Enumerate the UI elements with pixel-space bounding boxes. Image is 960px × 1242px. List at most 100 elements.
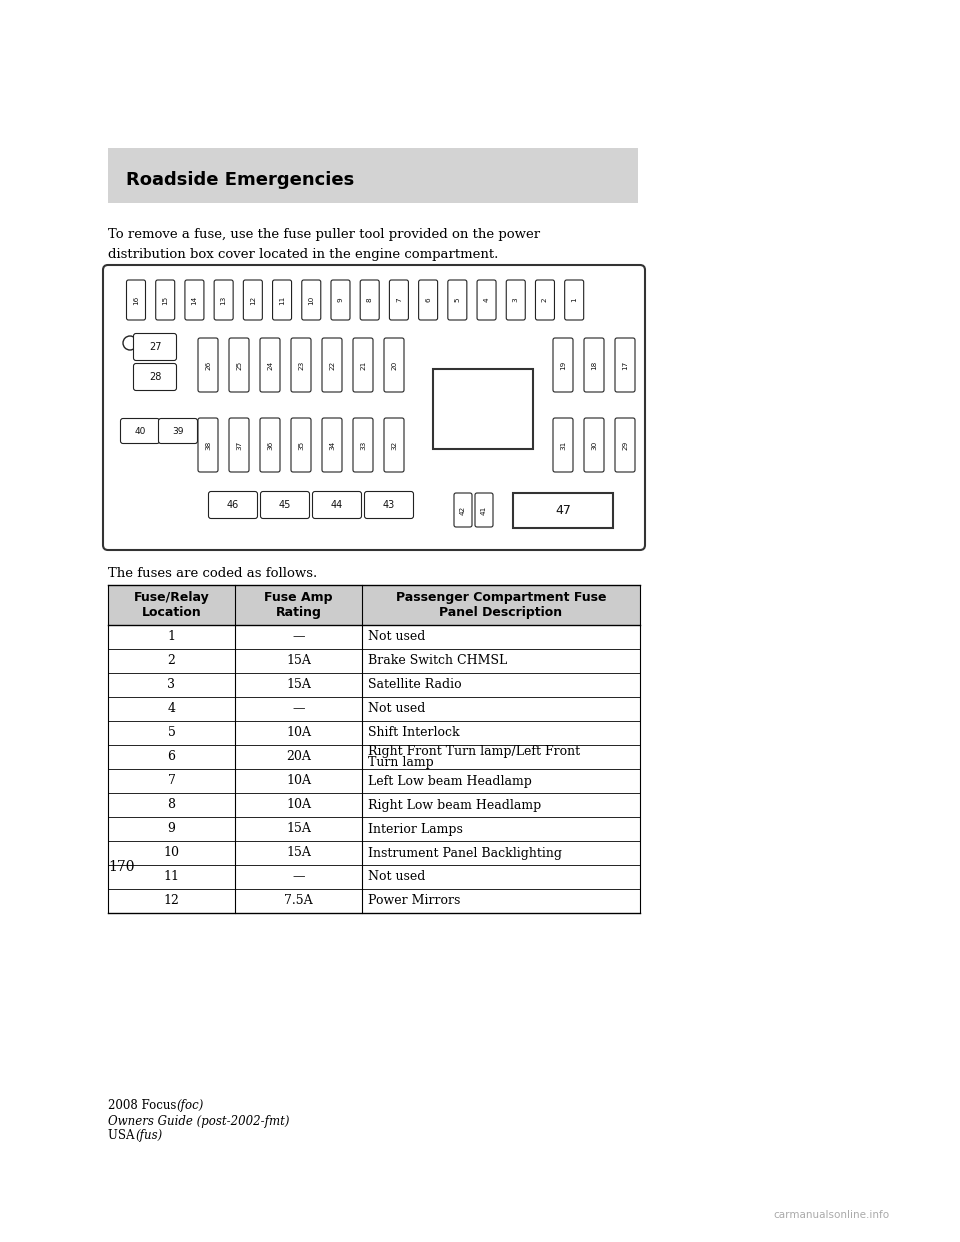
Text: 2: 2: [542, 298, 548, 302]
Text: 17: 17: [622, 360, 628, 370]
Text: 11: 11: [163, 871, 180, 883]
Text: 15: 15: [162, 296, 168, 304]
FancyBboxPatch shape: [615, 419, 635, 472]
Text: 10: 10: [163, 847, 180, 859]
Text: 15A: 15A: [286, 847, 311, 859]
Text: Not used: Not used: [368, 871, 425, 883]
FancyBboxPatch shape: [185, 279, 204, 320]
Text: 26: 26: [205, 360, 211, 370]
FancyBboxPatch shape: [353, 338, 373, 392]
Text: 41: 41: [481, 505, 487, 514]
FancyBboxPatch shape: [229, 419, 249, 472]
Text: 1: 1: [571, 298, 577, 302]
FancyBboxPatch shape: [564, 279, 584, 320]
FancyBboxPatch shape: [447, 279, 467, 320]
FancyBboxPatch shape: [313, 492, 362, 518]
FancyBboxPatch shape: [260, 338, 280, 392]
FancyBboxPatch shape: [301, 279, 321, 320]
Text: Passenger Compartment Fuse
Panel Description: Passenger Compartment Fuse Panel Descrip…: [396, 591, 607, 619]
FancyBboxPatch shape: [133, 334, 177, 360]
FancyBboxPatch shape: [360, 279, 379, 320]
Text: 32: 32: [391, 441, 397, 450]
Text: Owners Guide (post-2002-fmt): Owners Guide (post-2002-fmt): [108, 1115, 290, 1128]
FancyBboxPatch shape: [260, 419, 280, 472]
FancyBboxPatch shape: [229, 338, 249, 392]
Text: Satellite Radio: Satellite Radio: [368, 678, 462, 692]
Text: 13: 13: [221, 296, 227, 304]
Text: 3: 3: [167, 678, 176, 692]
FancyBboxPatch shape: [243, 279, 262, 320]
Text: distribution box cover located in the engine compartment.: distribution box cover located in the en…: [108, 248, 498, 261]
Text: 34: 34: [329, 441, 335, 450]
FancyBboxPatch shape: [133, 364, 177, 390]
Text: Roadside Emergencies: Roadside Emergencies: [126, 171, 354, 189]
Text: Not used: Not used: [368, 631, 425, 643]
Text: 12: 12: [163, 894, 180, 908]
Text: Right Low beam Headlamp: Right Low beam Headlamp: [368, 799, 541, 811]
Text: 7.5A: 7.5A: [284, 894, 313, 908]
FancyBboxPatch shape: [419, 279, 438, 320]
FancyBboxPatch shape: [553, 338, 573, 392]
FancyBboxPatch shape: [198, 419, 218, 472]
Text: Power Mirrors: Power Mirrors: [368, 894, 461, 908]
Text: 46: 46: [227, 501, 239, 510]
FancyBboxPatch shape: [322, 419, 342, 472]
Bar: [513, 493, 613, 528]
FancyBboxPatch shape: [158, 419, 198, 443]
Text: 16: 16: [133, 296, 139, 304]
Text: USA: USA: [108, 1129, 138, 1141]
Text: 35: 35: [298, 441, 304, 450]
Text: 15A: 15A: [286, 678, 311, 692]
Text: 5: 5: [454, 298, 461, 302]
Text: Right Front Turn lamp/Left Front: Right Front Turn lamp/Left Front: [368, 745, 580, 758]
FancyBboxPatch shape: [103, 265, 645, 550]
Text: Instrument Panel Backlighting: Instrument Panel Backlighting: [368, 847, 562, 859]
Text: Left Low beam Headlamp: Left Low beam Headlamp: [368, 775, 532, 787]
FancyBboxPatch shape: [615, 338, 635, 392]
Text: 47: 47: [555, 503, 571, 517]
Text: Turn lamp: Turn lamp: [368, 756, 434, 769]
FancyBboxPatch shape: [506, 279, 525, 320]
FancyBboxPatch shape: [208, 492, 257, 518]
Text: 7: 7: [396, 298, 402, 302]
FancyBboxPatch shape: [291, 338, 311, 392]
Text: 10A: 10A: [286, 775, 311, 787]
FancyBboxPatch shape: [384, 419, 404, 472]
Text: 27: 27: [149, 342, 161, 351]
FancyBboxPatch shape: [584, 419, 604, 472]
Text: 9: 9: [338, 298, 344, 302]
Text: 37: 37: [236, 441, 242, 450]
Text: 23: 23: [298, 360, 304, 370]
Text: 15A: 15A: [286, 655, 311, 667]
Text: carmanualsonline.info: carmanualsonline.info: [774, 1210, 890, 1220]
Text: —: —: [292, 631, 304, 643]
FancyBboxPatch shape: [198, 338, 218, 392]
FancyBboxPatch shape: [273, 279, 292, 320]
Text: 2008 Focus: 2008 Focus: [108, 1099, 180, 1112]
FancyBboxPatch shape: [365, 492, 414, 518]
Text: 4: 4: [167, 703, 176, 715]
Text: (foc): (foc): [176, 1099, 204, 1112]
Text: 31: 31: [560, 441, 566, 450]
Text: (fus): (fus): [135, 1129, 162, 1141]
Text: 2: 2: [168, 655, 176, 667]
Text: 43: 43: [383, 501, 396, 510]
FancyBboxPatch shape: [322, 338, 342, 392]
Text: 8: 8: [367, 298, 372, 302]
Text: 5: 5: [168, 727, 176, 739]
Text: 40: 40: [134, 426, 146, 436]
FancyBboxPatch shape: [214, 279, 233, 320]
Bar: [108, 585, 640, 625]
FancyBboxPatch shape: [331, 279, 350, 320]
Text: 30: 30: [591, 441, 597, 450]
FancyBboxPatch shape: [156, 279, 175, 320]
FancyBboxPatch shape: [291, 419, 311, 472]
Text: To remove a fuse, use the fuse puller tool provided on the power: To remove a fuse, use the fuse puller to…: [108, 229, 540, 241]
Text: 7: 7: [168, 775, 176, 787]
Bar: [433, 369, 533, 448]
Text: 11: 11: [279, 296, 285, 304]
FancyBboxPatch shape: [454, 493, 472, 527]
Text: 38: 38: [205, 441, 211, 450]
Text: 20A: 20A: [286, 750, 311, 764]
Text: 6: 6: [167, 750, 176, 764]
